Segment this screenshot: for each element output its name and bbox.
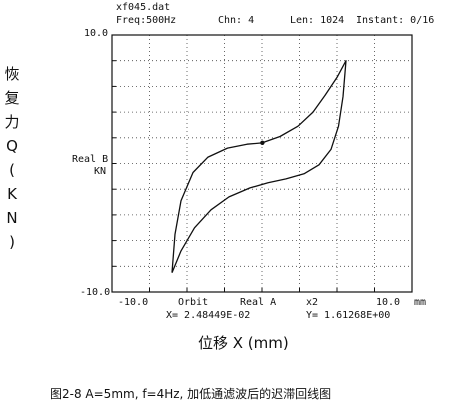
y-axis-label-char: 复 [4,89,20,107]
real-b-label: Real B [72,154,109,165]
y-tick-label-top: 10.0 [84,28,109,39]
y-axis-label-char: Q [6,137,18,155]
kn-label: KN [94,166,107,177]
y-tick-label-bottom: -10.0 [80,287,111,298]
x-axis-label: 位移 X (mm) [198,334,289,352]
cursor-x-readout: X= 2.48449E-02 [166,310,251,321]
y-axis-label-char: 力 [4,113,20,131]
y-axis-label-char: 恢 [4,65,20,83]
x-tick-label-right: 10.0 [376,297,401,308]
cursor-y-readout: Y= 1.61268E+00 [306,310,391,321]
hysteresis-loop-line [171,60,347,273]
orbit-label: Orbit [178,297,209,308]
instant-label: Instant: 0/16 [356,15,435,26]
freq-label: Freq:500Hz [116,15,177,26]
x-unit-label: mm [414,297,427,308]
y-axis-label-char: ) [9,233,15,251]
length-label: Len: 1024 [290,15,345,26]
y-axis-label: 恢复力 Q ( K N) [2,62,22,254]
y-axis-label-char: N [6,209,18,227]
file-name: xf045.dat [116,2,171,13]
x-tick-label-left: -10.0 [118,297,149,308]
y-axis-label-char: ( [9,161,15,179]
real-a-label: Real A [240,297,277,308]
x2-label: x2 [306,297,319,308]
cursor-point [260,140,265,145]
channel-label: Chn: 4 [218,15,255,26]
y-axis-label-char: K [7,185,17,203]
figure-caption: 图2-8 A=5mm, f=4Hz, 加低通滤波后的迟滞回线图 [50,387,332,401]
